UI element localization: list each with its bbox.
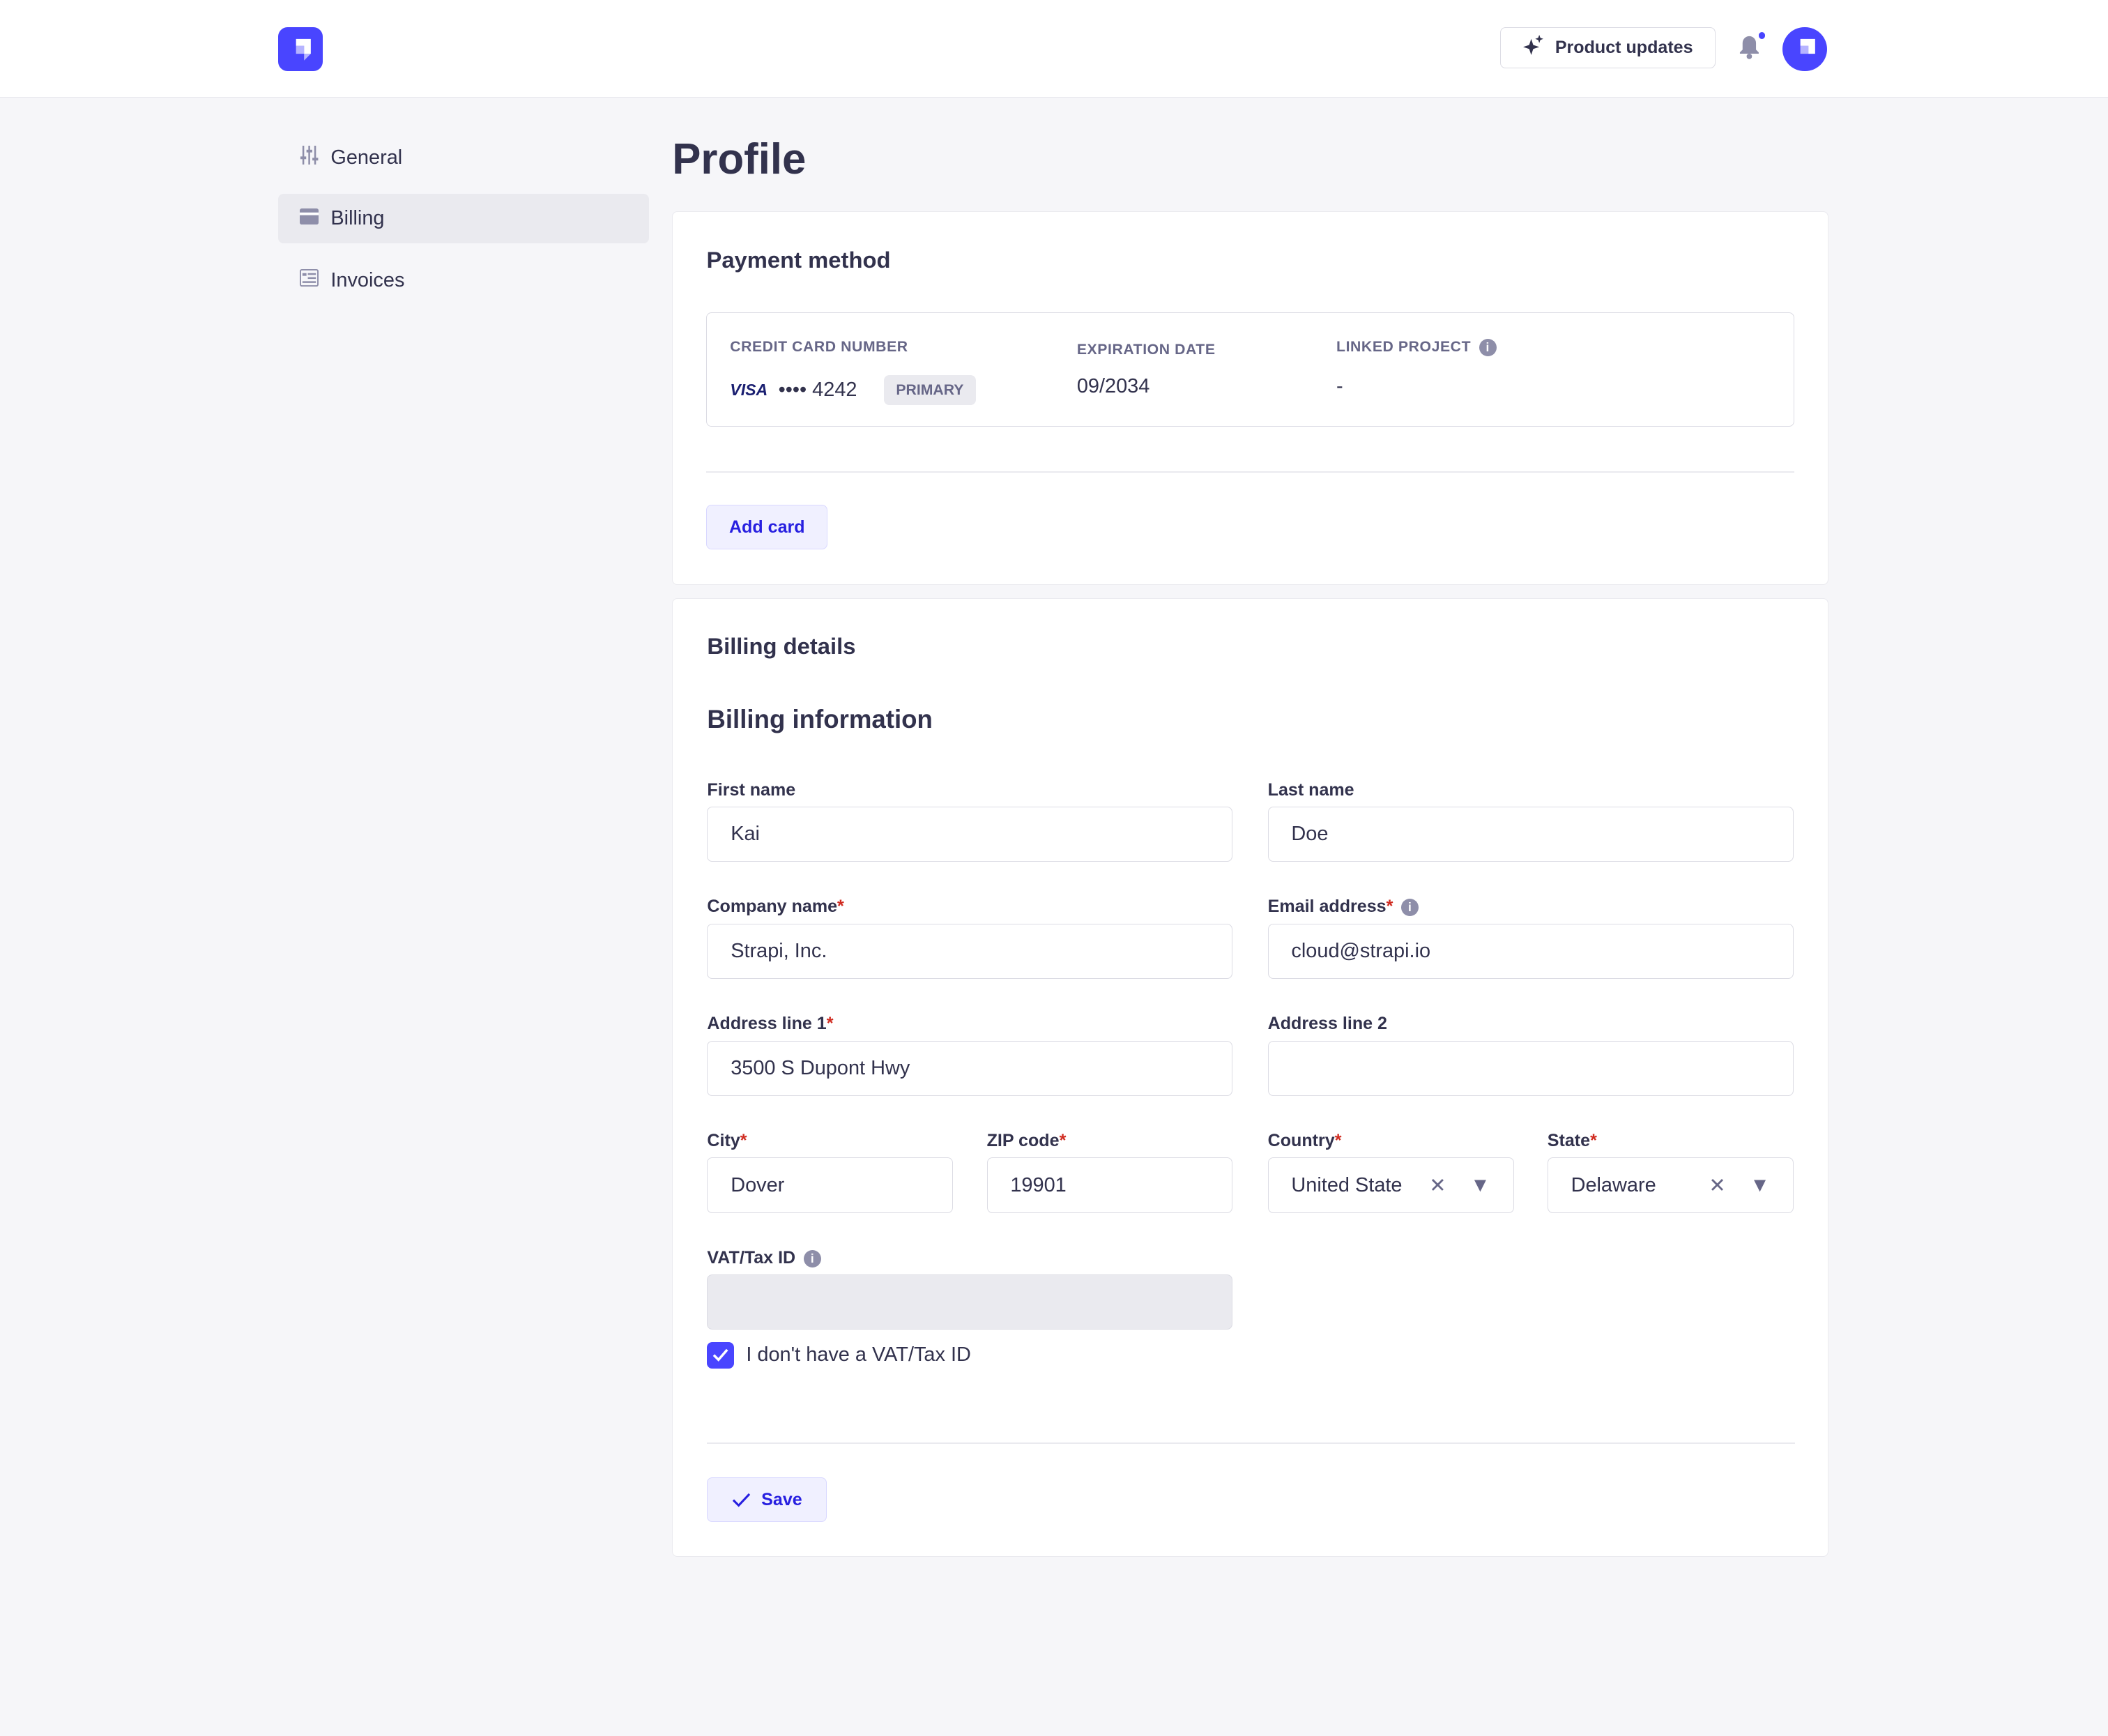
zip-input[interactable]: 19901 — [986, 1157, 1233, 1213]
primary-badge: PRIMARY — [884, 375, 976, 406]
expiration-label: EXPIRATION DATE — [1076, 341, 1216, 358]
no-vat-label: I don't have a VAT/Tax ID — [746, 1343, 971, 1366]
linked-project-label: LINKED PROJECT i — [1336, 339, 1497, 357]
label-text: City — [707, 1130, 740, 1150]
sidebar-item-label: Billing — [330, 206, 385, 229]
credit-card-row: CREDIT CARD NUMBER VISA •••• 4242 PRIMAR… — [706, 312, 1794, 427]
visa-logo: VISA — [730, 381, 768, 399]
email-input[interactable]: cloud@strapi.io — [1267, 923, 1794, 979]
company-name-input[interactable]: Strapi, Inc. — [707, 923, 1233, 979]
label-text: Country — [1267, 1130, 1335, 1150]
info-icon[interactable]: i — [1400, 899, 1419, 917]
required-mark: * — [826, 1014, 834, 1034]
billing-information-heading: Billing information — [707, 704, 933, 733]
card-number-label: CREDIT CARD NUMBER — [730, 339, 908, 356]
first-name-label: First name — [707, 779, 796, 800]
label-text: Address line 1 — [707, 1014, 827, 1034]
label-text: ZIP code — [986, 1130, 1060, 1150]
first-name-input[interactable]: Kai — [707, 807, 1233, 862]
required-mark: * — [1059, 1130, 1067, 1150]
product-updates-button[interactable]: Product updates — [1500, 26, 1716, 69]
address-line-1-input[interactable]: 3500 S Dupont Hwy — [707, 1040, 1233, 1096]
country-select[interactable]: United State ✕ ▼ — [1267, 1157, 1514, 1213]
label-text: Email address — [1267, 897, 1387, 917]
vat-input[interactable] — [707, 1274, 1233, 1330]
sidebar-item-invoices[interactable]: Invoices — [278, 255, 649, 305]
user-avatar[interactable] — [1782, 26, 1827, 72]
clear-icon[interactable]: ✕ — [1429, 1174, 1446, 1197]
last-name-label: Last name — [1267, 779, 1354, 800]
required-mark: * — [1386, 897, 1393, 917]
address-line-2-input[interactable] — [1267, 1040, 1794, 1096]
sidebar-item-label: General — [330, 146, 403, 169]
last-name-input[interactable]: Doe — [1267, 807, 1794, 862]
card-number: •••• 4242 — [778, 379, 857, 402]
page-title: Profile — [672, 135, 807, 183]
zip-label: ZIP code* — [987, 1131, 1067, 1151]
payment-method-card: Payment method CREDIT CARD NUMBER VISA •… — [672, 211, 1828, 585]
country-value: United State — [1291, 1173, 1403, 1196]
city-label: City* — [707, 1131, 747, 1151]
save-label: Save — [761, 1489, 802, 1509]
required-mark: * — [837, 897, 844, 917]
billing-details-heading: Billing details — [707, 633, 856, 660]
label-text: State — [1547, 1130, 1591, 1150]
caret-down-icon[interactable]: ▼ — [1470, 1173, 1490, 1196]
strapi-logo[interactable] — [278, 26, 323, 72]
state-select[interactable]: Delaware ✕ ▼ — [1547, 1157, 1794, 1213]
sparkle-icon — [1522, 34, 1545, 61]
city-input[interactable]: Dover — [707, 1157, 954, 1213]
no-vat-checkbox[interactable] — [707, 1341, 734, 1369]
top-header — [0, 0, 2108, 98]
state-value: Delaware — [1571, 1173, 1656, 1196]
notification-dot — [1758, 32, 1766, 39]
sidebar-item-billing[interactable]: Billing — [278, 193, 650, 244]
clear-icon[interactable]: ✕ — [1709, 1174, 1726, 1197]
no-vat-checkbox-row[interactable]: I don't have a VAT/Tax ID — [707, 1341, 971, 1369]
sidebar-item-label: Invoices — [330, 268, 405, 291]
save-button[interactable]: Save — [707, 1477, 827, 1523]
divider — [706, 471, 1794, 473]
sidebar-item-general[interactable]: General — [278, 133, 649, 183]
info-icon[interactable]: i — [1479, 339, 1497, 357]
product-updates-label: Product updates — [1555, 37, 1693, 57]
label-text: VAT/Tax ID — [707, 1247, 796, 1267]
invoice-icon — [300, 268, 319, 292]
state-label: State* — [1548, 1131, 1597, 1151]
email-label: Email address* i — [1268, 897, 1419, 917]
check-icon — [712, 1349, 728, 1362]
payment-method-heading: Payment method — [706, 246, 891, 273]
required-mark: * — [1334, 1130, 1342, 1150]
linked-project-value: - — [1336, 375, 1343, 398]
address-line-2-label: Address line 2 — [1267, 1014, 1387, 1034]
required-mark: * — [1590, 1130, 1597, 1150]
required-mark: * — [740, 1130, 747, 1150]
check-icon — [732, 1493, 750, 1507]
credit-card-icon — [300, 207, 319, 230]
divider — [707, 1442, 1795, 1445]
country-label: Country* — [1268, 1131, 1342, 1151]
vat-label: VAT/Tax ID i — [707, 1247, 821, 1268]
company-name-label: Company name* — [707, 897, 843, 917]
info-icon[interactable]: i — [803, 1249, 821, 1267]
label-text: Company name — [707, 897, 838, 917]
linked-project-text: LINKED PROJECT — [1336, 339, 1472, 356]
add-card-button[interactable]: Add card — [706, 505, 828, 549]
caret-down-icon[interactable]: ▼ — [1750, 1173, 1770, 1196]
address-line-1-label: Address line 1* — [707, 1014, 833, 1034]
expiration-value: 09/2034 — [1076, 375, 1150, 398]
bell-icon[interactable] — [1739, 35, 1760, 65]
sliders-icon — [300, 146, 319, 170]
